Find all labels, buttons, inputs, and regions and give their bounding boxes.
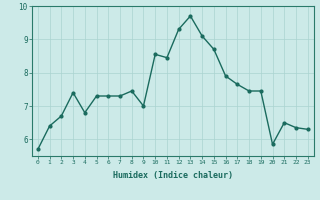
X-axis label: Humidex (Indice chaleur): Humidex (Indice chaleur): [113, 171, 233, 180]
